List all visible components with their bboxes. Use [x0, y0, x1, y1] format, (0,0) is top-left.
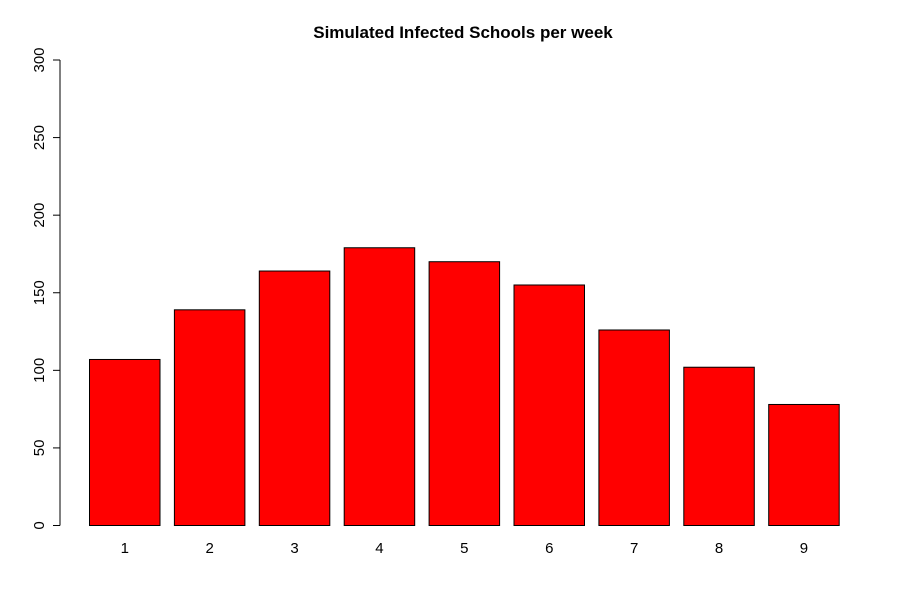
x-tick-label: 5 [460, 540, 468, 557]
bar-week-7 [598, 329, 670, 526]
bar-week-2 [173, 309, 246, 526]
x-tick-label: 7 [630, 540, 638, 557]
x-tick-label: 2 [205, 540, 213, 557]
bar-week-3 [258, 270, 331, 526]
chart-title: Simulated Infected Schools per week [313, 23, 613, 42]
bar-week-5 [428, 261, 501, 526]
y-tick-label: 300 [31, 47, 48, 72]
x-tick-label: 6 [545, 540, 553, 557]
x-tick-label: 9 [800, 540, 808, 557]
bar-week-1 [89, 358, 161, 527]
bar-week-4 [343, 247, 416, 526]
bar-week-8 [683, 366, 755, 527]
y-tick-label: 50 [31, 440, 48, 457]
y-tick-label: 0 [31, 521, 48, 529]
y-tick-label: 100 [31, 358, 48, 383]
x-tick-label: 3 [290, 540, 298, 557]
y-axis: 0 50 100 150 200 250 300 [31, 47, 61, 530]
y-tick-label: 150 [31, 280, 48, 305]
bar-week-9 [768, 403, 840, 526]
x-tick-label: 8 [715, 540, 723, 557]
x-tick-label: 1 [121, 540, 129, 557]
x-tick-labels: 1 2 3 4 5 6 7 8 9 [121, 540, 809, 557]
bar-week-6 [513, 284, 585, 526]
bars [89, 247, 840, 527]
y-tick-label: 200 [31, 203, 48, 228]
x-tick-label: 4 [375, 540, 383, 557]
y-tick-label: 250 [31, 125, 48, 150]
